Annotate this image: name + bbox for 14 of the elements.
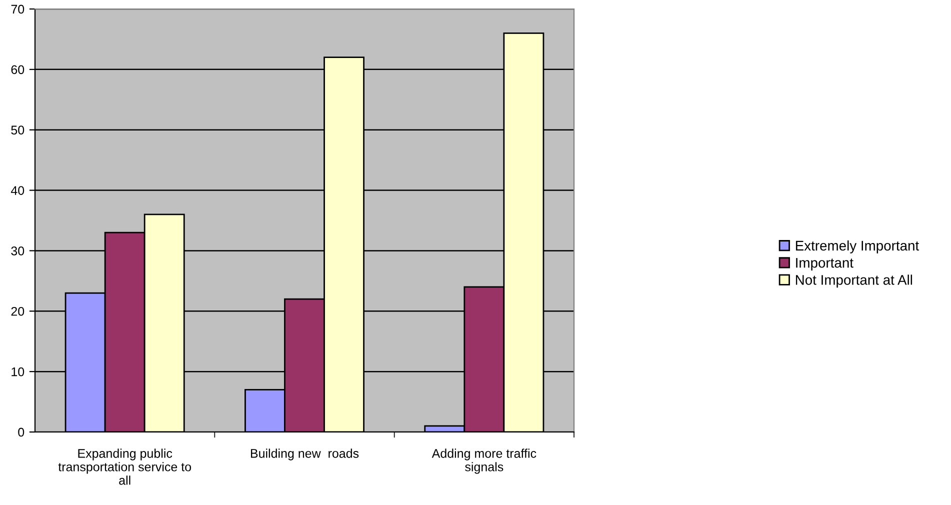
x-tick-label: Expanding public transportation service to all	[58, 448, 192, 485]
legend-label: Important	[796, 258, 854, 270]
y-tick-label: 30	[11, 246, 24, 256]
y-tick-label: 60	[11, 65, 24, 74]
y-tick-label: 0	[18, 428, 24, 437]
y-tick-label: 40	[10, 186, 24, 195]
x-tick-label: Building new roads	[250, 448, 359, 460]
y-tick-label: 20	[11, 306, 24, 316]
y-tick-label: 10	[12, 367, 24, 376]
y-tick-label: 50	[11, 126, 24, 135]
legend-label: Extremely Important	[796, 240, 919, 254]
x-tick-label: Adding more traffic signals	[432, 448, 536, 474]
legend-label: Not Important at All	[796, 274, 912, 288]
y-tick-label: 70	[11, 4, 24, 14]
